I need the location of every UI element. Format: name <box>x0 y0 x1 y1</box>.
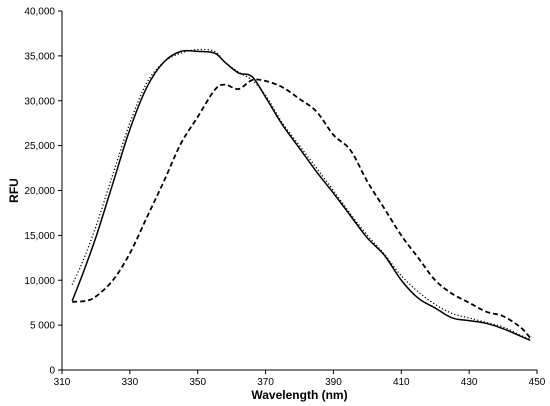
x-tick-label: 350 <box>189 377 206 388</box>
y-tick-label: 35,000 <box>24 51 55 62</box>
x-tick-label: 370 <box>257 377 274 388</box>
y-axis-title: RFU <box>7 178 21 203</box>
y-tick-label: 40,000 <box>24 7 55 18</box>
x-tick-label: 410 <box>393 377 410 388</box>
y-tick-label: 5 000 <box>30 321 55 332</box>
y-tick-label: 0 <box>49 366 55 377</box>
series-line-dashed <box>72 78 531 339</box>
x-tick-label: 310 <box>54 377 71 388</box>
y-tick-label: 15,000 <box>24 231 55 242</box>
x-tick-label: 390 <box>325 377 342 388</box>
y-tick-label: 25,000 <box>24 141 55 152</box>
x-axis-title: Wavelength (nm) <box>251 388 347 402</box>
series-group <box>71 48 531 342</box>
y-tick-label: 20,000 <box>24 186 55 197</box>
x-axis-ticks: 310 330 350 370 390 410 430 450 <box>54 370 546 388</box>
y-tick-label: 10,000 <box>24 276 55 287</box>
series-line-dotted <box>71 48 531 341</box>
x-tick-label: 430 <box>461 377 478 388</box>
x-tick-label: 330 <box>122 377 139 388</box>
series-line-solid <box>71 49 531 342</box>
y-tick-label: 30,000 <box>24 96 55 107</box>
x-tick-label: 450 <box>529 377 546 388</box>
y-axis-ticks: 0 5 000 10,000 15,000 20,000 25,000 30,000 35,0… <box>24 7 62 377</box>
plot-area: 310 330 350 370 390 410 430 450 0 5 000 10,000 15,… <box>24 7 545 389</box>
